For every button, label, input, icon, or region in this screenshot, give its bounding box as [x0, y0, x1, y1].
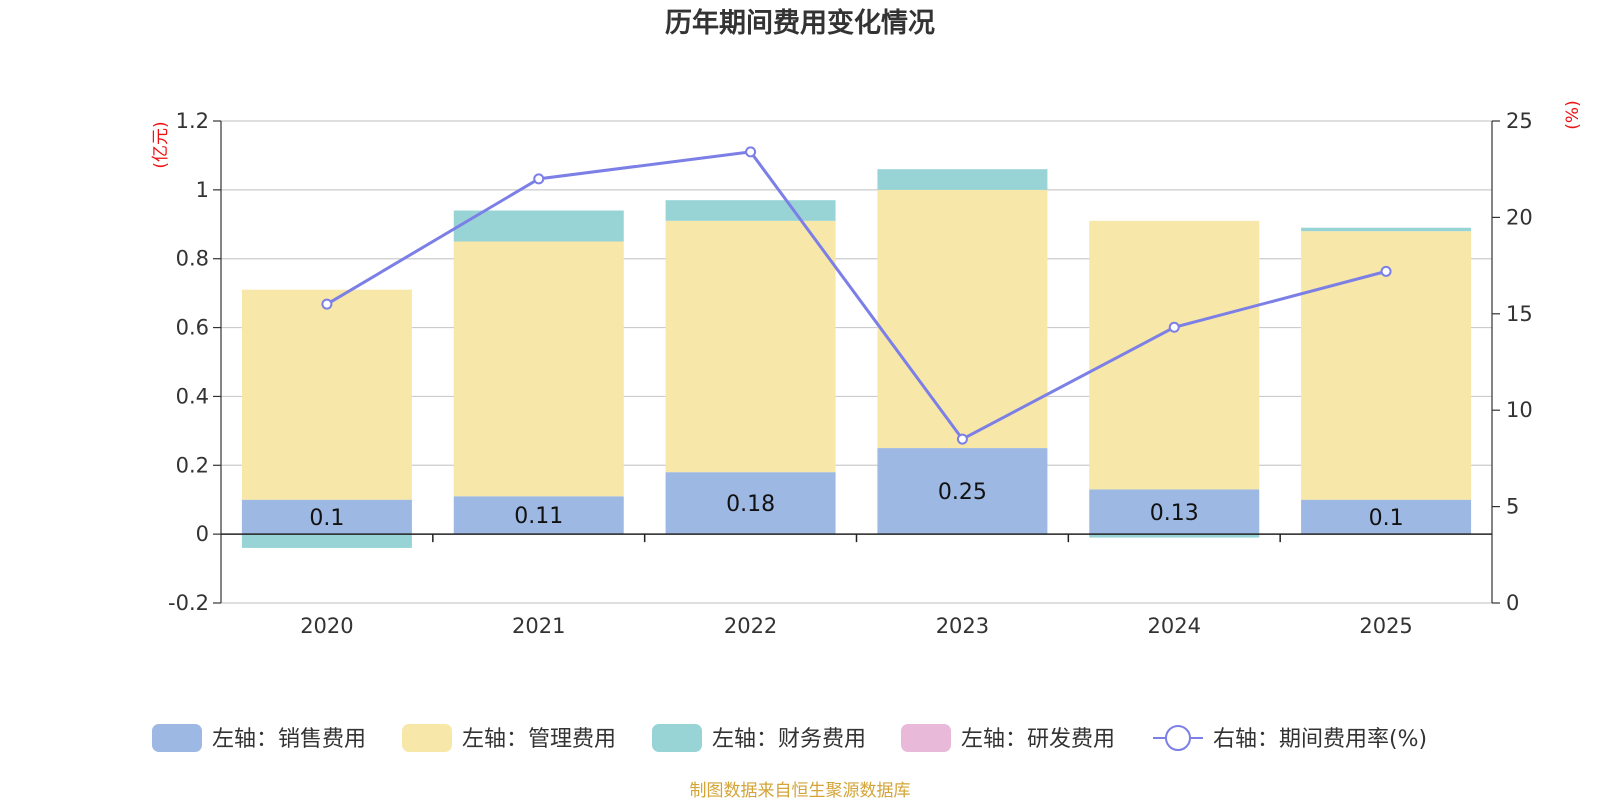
rate-point: [1168, 321, 1180, 333]
legend-label: 左轴：研发费用: [961, 727, 1115, 752]
source-note: 制图数据来自恒生聚源数据库: [690, 781, 911, 800]
legend: 左轴：销售费用 左轴：管理费用 左轴：财务费用 左轴：研发费用 右轴：期间费用率(%): [152, 724, 1427, 752]
rate-point: [956, 433, 968, 445]
rate-polyline: [326, 150, 1387, 442]
bar-2020: [241, 289, 412, 500]
bar-2024: [1089, 534, 1260, 538]
legend-item-1: 左轴：销售费用: [152, 724, 366, 752]
right-tick-label: 15: [1506, 302, 1533, 326]
rate-point: [1380, 265, 1392, 277]
x-tick-label: 2022: [724, 614, 777, 638]
data-label: 0.1: [1369, 506, 1404, 531]
bar-2025: [1301, 227, 1472, 232]
bar-2023: [877, 169, 1048, 190]
legend-label: 左轴：财务费用: [712, 727, 866, 752]
right-tick-label: 5: [1506, 495, 1519, 519]
right-tick-label: 25: [1506, 109, 1533, 133]
legend-swatch: [652, 724, 702, 752]
bar-2024: [1089, 489, 1260, 535]
bar-2023: [877, 448, 1048, 535]
bar-2025: [1301, 499, 1472, 535]
left-tick-label: 0: [196, 522, 209, 546]
legend-item-2: 左轴：管理费用: [402, 724, 616, 752]
chart-title: 历年期间费用变化情况: [665, 7, 935, 39]
data-label: 0.1: [309, 506, 344, 531]
legend-label: 右轴：期间费用率(%): [1213, 727, 1427, 752]
bar-2020: [241, 499, 412, 535]
bar-2021: [453, 496, 624, 535]
rate-point: [533, 173, 545, 185]
left-tick-label: 0.4: [176, 384, 209, 408]
legend-item-4: 左轴：研发费用: [901, 724, 1115, 752]
left-tick-label: -0.2: [168, 591, 209, 615]
rate-point: [745, 146, 757, 158]
bar-2021: [453, 210, 624, 242]
bar-2020: [241, 534, 412, 548]
legend-item-3: 左轴：财务费用: [652, 724, 866, 752]
bar-2022: [665, 472, 836, 535]
left-tick-label: 1: [196, 178, 209, 202]
legend-label: 左轴：管理费用: [462, 727, 616, 752]
data-label: 0.25: [938, 480, 987, 505]
x-tick-label: 2025: [1359, 614, 1412, 638]
x-tick-label: 2021: [512, 614, 565, 638]
left-axis-unit: (亿元): [151, 121, 171, 168]
right-axis-unit: (%): [1563, 100, 1583, 129]
x-tick-label: 2020: [300, 614, 353, 638]
left-tick-label: 1.2: [176, 109, 209, 133]
bars: [241, 169, 1472, 548]
data-labels: 0.1 0.11 0.18 0.25 0.13 0.1: [309, 480, 1403, 531]
rate-line: [321, 146, 1392, 445]
legend-swatch: [402, 724, 452, 752]
legend-swatch: [901, 724, 951, 752]
data-label: 0.18: [726, 492, 775, 517]
left-tick-label: 0.8: [176, 247, 209, 271]
data-label: 0.11: [514, 504, 563, 529]
data-label: 0.13: [1150, 501, 1199, 526]
right-tick-label: 20: [1506, 205, 1533, 229]
legend-marker: [1165, 725, 1191, 751]
legend-item-5: 右轴：期间费用率(%): [1153, 725, 1427, 752]
grid: [221, 120, 1492, 604]
bar-2021: [453, 241, 624, 497]
rate-point: [321, 298, 333, 310]
right-tick-label: 10: [1506, 398, 1533, 422]
x-tick-label: 2024: [1148, 614, 1201, 638]
bar-2022: [665, 220, 836, 473]
left-tick-label: 0.2: [176, 453, 209, 477]
bar-2022: [665, 200, 836, 221]
bar-2024: [1089, 220, 1260, 490]
bar-2023: [877, 189, 1048, 449]
x-tick-label: 2023: [936, 614, 989, 638]
left-tick-label: 0.6: [176, 316, 209, 340]
right-tick-label: 0: [1506, 591, 1519, 615]
legend-label: 左轴：销售费用: [212, 727, 366, 752]
legend-swatch: [152, 724, 202, 752]
